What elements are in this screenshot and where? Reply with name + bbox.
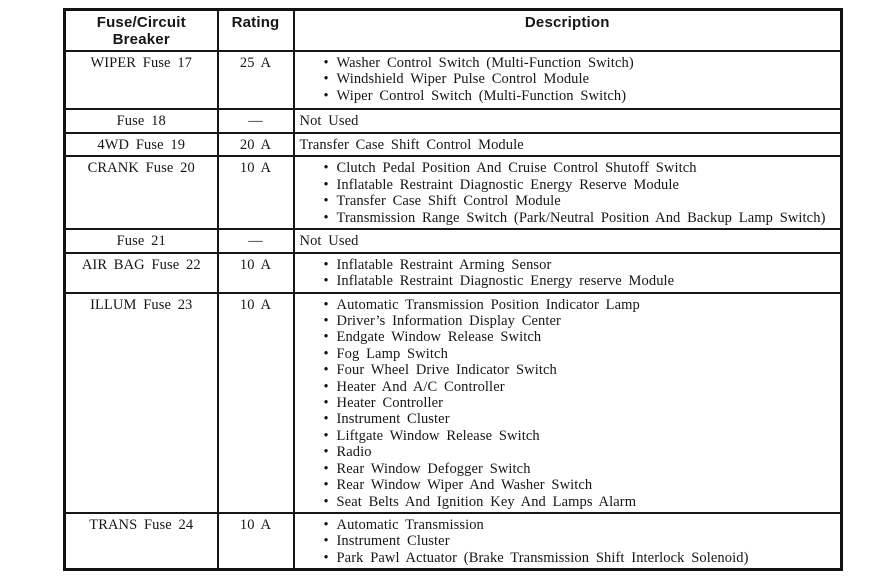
description-bullet-item: Rear Window Wiper And Washer Switch <box>300 477 837 493</box>
fuse-description-cell: Transfer Case Shift Control Module <box>292 131 843 158</box>
description-bullet-item: Endgate Window Release Switch <box>300 329 837 345</box>
header-row: Fuse/Circuit Breaker Rating Description <box>63 8 843 52</box>
fuse-table-body: WIPER Fuse 17 25 A Washer Control Switch… <box>63 50 843 571</box>
fuse-rating-cell: 20 A <box>216 131 295 158</box>
description-bullet-item: Instrument Cluster <box>300 411 837 427</box>
fuse-rating-cell: — <box>216 228 295 254</box>
fuse-name-cell: AIR BAG Fuse 22 <box>63 251 219 294</box>
fuse-row: TRANS Fuse 24 10 A Automatic Transmissio… <box>63 511 843 571</box>
fuse-description-list: Automatic Transmission Position Indicato… <box>300 297 837 510</box>
description-bullet-item: Wiper Control Switch (Multi-Function Swi… <box>300 88 837 104</box>
fuse-description-cell: Automatic Transmission Position Indicato… <box>292 291 843 514</box>
fuse-name-cell: Fuse 21 <box>63 228 219 254</box>
description-bullet-item: Heater Controller <box>300 395 837 411</box>
fuse-description-cell: Not Used <box>292 108 843 134</box>
description-bullet-item: Driver’s Information Display Center <box>300 313 837 329</box>
fuse-name-cell: Fuse 18 <box>63 108 219 134</box>
fuse-description-cell: Automatic TransmissionInstrument Cluster… <box>292 511 843 571</box>
description-bullet-item: Washer Control Switch (Multi-Function Sw… <box>300 55 837 71</box>
description-plain-item: Not Used <box>299 113 359 129</box>
fuse-row: WIPER Fuse 17 25 A Washer Control Switch… <box>63 50 843 110</box>
fuse-description-cell: Washer Control Switch (Multi-Function Sw… <box>292 50 843 110</box>
fuse-row: Fuse 21 — Not Used <box>63 228 843 254</box>
fuse-rating-cell: 25 A <box>216 50 295 110</box>
description-bullet-item: Transmission Range Switch (Park/Neutral … <box>300 210 837 226</box>
description-bullet-item: Liftgate Window Release Switch <box>300 428 837 444</box>
fuse-row: AIR BAG Fuse 22 10 A Inflatable Restrain… <box>63 251 843 294</box>
description-bullet-item: Clutch Pedal Position And Cruise Control… <box>300 160 837 176</box>
description-bullet-item: Seat Belts And Ignition Key And Lamps Al… <box>300 494 837 510</box>
fuse-description-list: Inflatable Restraint Arming SensorInflat… <box>300 257 837 290</box>
fuse-description-list: Not Used <box>300 113 837 129</box>
fuse-description-list: Automatic TransmissionInstrument Cluster… <box>300 517 837 566</box>
fuse-description-cell: Inflatable Restraint Arming SensorInflat… <box>292 251 843 294</box>
description-bullet-item: Fog Lamp Switch <box>300 346 837 362</box>
fuse-description-cell: Not Used <box>292 228 843 254</box>
description-bullet-item: Rear Window Defogger Switch <box>300 461 837 477</box>
col-header-description: Description <box>292 8 843 52</box>
fuse-name-cell: TRANS Fuse 24 <box>63 511 219 571</box>
description-bullet-item: Windshield Wiper Pulse Control Module <box>300 71 837 87</box>
description-bullet-item: Four Wheel Drive Indicator Switch <box>300 362 837 378</box>
description-bullet-item: Park Pawl Actuator (Brake Transmission S… <box>300 550 837 566</box>
fuse-description-list: Clutch Pedal Position And Cruise Control… <box>300 160 837 226</box>
fuse-name-cell: WIPER Fuse 17 <box>63 50 219 110</box>
col-header-fuse-circuit-breaker: Fuse/Circuit Breaker <box>63 8 219 52</box>
description-bullet-item: Automatic Transmission Position Indicato… <box>300 297 837 313</box>
fuse-row: 4WD Fuse 19 20 A Transfer Case Shift Con… <box>63 131 843 158</box>
description-plain-item: Transfer Case Shift Control Module <box>299 137 524 153</box>
description-bullet-item: Heater And A/C Controller <box>300 379 837 395</box>
fuse-rating-cell: 10 A <box>216 511 295 571</box>
fuse-description-cell: Clutch Pedal Position And Cruise Control… <box>292 155 843 231</box>
fuse-description-list: Not Used <box>300 233 837 249</box>
description-bullet-item: Automatic Transmission <box>300 517 837 533</box>
fuse-name-cell: ILLUM Fuse 23 <box>63 291 219 514</box>
fuse-table: Fuse/Circuit Breaker Rating Description … <box>63 8 843 572</box>
fuse-description-list: Transfer Case Shift Control Module <box>300 137 837 153</box>
description-bullet-item: Inflatable Restraint Arming Sensor <box>300 257 837 273</box>
fuse-name-cell: CRANK Fuse 20 <box>63 155 219 231</box>
description-bullet-item: Inflatable Restraint Diagnostic Energy R… <box>300 177 837 193</box>
fuse-rating-cell: — <box>216 108 295 134</box>
description-bullet-item: Instrument Cluster <box>300 533 837 549</box>
fuse-description-list: Washer Control Switch (Multi-Function Sw… <box>300 55 837 104</box>
description-bullet-item: Radio <box>300 444 837 460</box>
fuse-rating-cell: 10 A <box>216 291 295 514</box>
fuse-row: ILLUM Fuse 23 10 A Automatic Transmissio… <box>63 291 843 514</box>
description-bullet-item: Transfer Case Shift Control Module <box>300 193 837 209</box>
fuse-rating-cell: 10 A <box>216 155 295 231</box>
fuse-name-cell: 4WD Fuse 19 <box>63 131 219 158</box>
fuse-row: CRANK Fuse 20 10 A Clutch Pedal Position… <box>63 155 843 231</box>
fuse-rating-cell: 10 A <box>216 251 295 294</box>
description-plain-item: Not Used <box>299 233 359 250</box>
fuse-row: Fuse 18 — Not Used <box>63 108 843 134</box>
description-bullet-item: Inflatable Restraint Diagnostic Energy r… <box>300 273 837 289</box>
fuse-table-header: Fuse/Circuit Breaker Rating Description <box>63 8 843 52</box>
col-header-rating: Rating <box>216 8 295 52</box>
